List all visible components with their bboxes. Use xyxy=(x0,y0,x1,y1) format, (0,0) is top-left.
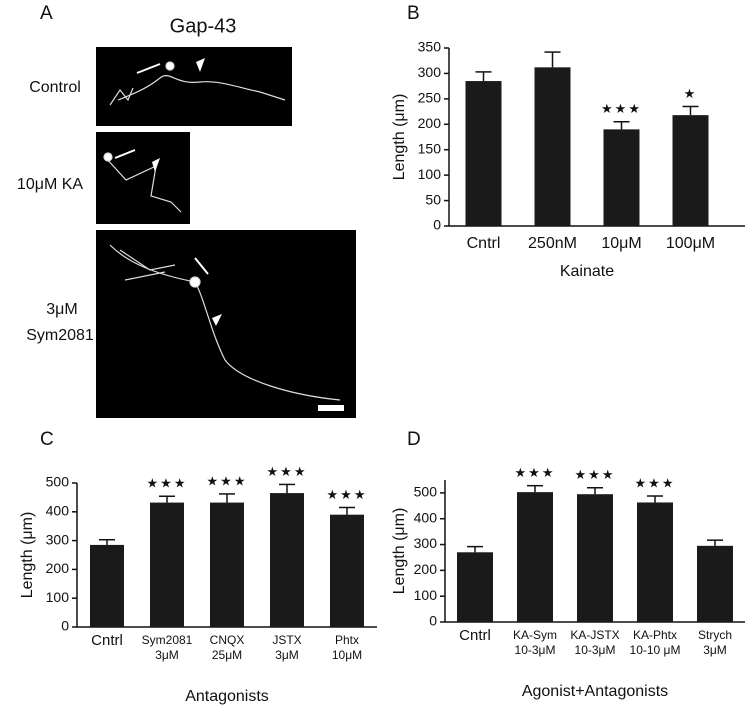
x-tick-label: Phtx xyxy=(335,633,359,647)
x-tick-label: 25μM xyxy=(212,648,242,662)
x-tick-label: 10-3μM xyxy=(575,643,616,657)
x-tick-label: 3μM xyxy=(155,648,179,662)
bar xyxy=(465,81,502,226)
panel-title: Gap-43 xyxy=(170,15,237,37)
x-tick-label: Cntrl xyxy=(459,627,491,644)
y-tick-label: 0 xyxy=(433,217,441,233)
significance: ★★★ xyxy=(601,101,642,116)
y-tick-label: 300 xyxy=(418,64,442,80)
significance: ★★★ xyxy=(575,467,616,482)
significance: ★★★ xyxy=(327,487,368,502)
y-tick-label: 200 xyxy=(46,560,70,576)
y-tick-label: 50 xyxy=(425,191,441,207)
y-tick-label: 200 xyxy=(418,115,442,131)
bar xyxy=(603,129,640,226)
x-tick-label: CNQX xyxy=(210,633,245,647)
x-tick-label: 10μM xyxy=(332,648,362,662)
y-tick-label: 200 xyxy=(414,561,438,577)
x-axis-label: Kainate xyxy=(560,263,614,280)
x-tick-label: 10-10 μM xyxy=(630,643,681,657)
x-tick-label: 10μM xyxy=(601,235,641,252)
y-axis-label: Length (μm) xyxy=(391,508,408,595)
bar xyxy=(534,67,571,226)
y-tick-label: 100 xyxy=(418,166,442,182)
y-tick-label: 500 xyxy=(414,484,438,500)
bar xyxy=(672,115,709,226)
bar xyxy=(577,494,613,622)
y-axis-label: Length (μm) xyxy=(19,512,36,599)
significance: ★★★ xyxy=(515,465,556,480)
micrographs xyxy=(96,47,356,418)
y-tick-label: 300 xyxy=(46,531,70,547)
y-tick-label: 300 xyxy=(414,535,438,551)
panel-letter: D xyxy=(407,429,421,450)
bar xyxy=(457,552,493,622)
bar xyxy=(90,544,124,627)
bar xyxy=(150,502,184,627)
significance: ★★★ xyxy=(147,476,188,491)
bar xyxy=(517,492,553,622)
x-tick-label: 250nM xyxy=(528,235,577,252)
x-axis-label: Agonist+Antagonists xyxy=(522,683,668,700)
significance: ★★★ xyxy=(267,464,308,479)
bar xyxy=(330,514,364,627)
y-tick-label: 350 xyxy=(418,39,442,55)
y-tick-label: 0 xyxy=(429,613,437,629)
bar xyxy=(270,493,304,627)
y-tick-label: 100 xyxy=(46,589,70,605)
bar xyxy=(697,545,733,622)
condition-label: 3μM xyxy=(46,301,77,318)
y-tick-label: 400 xyxy=(46,503,70,519)
x-tick-label: Sym2081 xyxy=(142,633,193,647)
x-axis-label: Antagonists xyxy=(185,688,269,705)
y-tick-label: 150 xyxy=(418,140,442,156)
x-tick-label: Cntrl xyxy=(91,632,123,649)
x-tick-label: KA-Phtx xyxy=(633,628,677,642)
panel-letter: B xyxy=(407,3,420,24)
x-tick-label: 10-3μM xyxy=(515,643,556,657)
condition-label: 10μM KA xyxy=(17,176,83,193)
x-tick-label: JSTX xyxy=(272,633,301,647)
y-tick-label: 500 xyxy=(46,474,70,490)
condition-label: Control xyxy=(29,79,81,96)
y-axis-label: Length (μm) xyxy=(391,94,408,181)
y-tick-label: 100 xyxy=(414,587,438,603)
bar xyxy=(637,502,673,622)
x-tick-label: 3μM xyxy=(703,643,727,657)
x-tick-label: Cntrl xyxy=(467,235,501,252)
y-tick-label: 250 xyxy=(418,90,442,106)
x-tick-label: KA-Sym xyxy=(513,628,557,642)
x-tick-label: Strych xyxy=(698,628,732,642)
x-tick-label: 3μM xyxy=(275,648,299,662)
significance: ★★★ xyxy=(207,473,248,488)
y-tick-label: 0 xyxy=(61,618,69,634)
x-tick-label: KA-JSTX xyxy=(570,628,619,642)
condition-label: Sym2081 xyxy=(26,327,94,344)
y-tick-label: 400 xyxy=(414,509,438,525)
panel-letter: A xyxy=(40,3,53,24)
significance: ★★★ xyxy=(635,475,676,490)
significance: ★ xyxy=(684,86,698,101)
panel-letter: C xyxy=(40,429,54,450)
x-tick-label: 100μM xyxy=(666,235,715,252)
bar xyxy=(210,502,244,627)
